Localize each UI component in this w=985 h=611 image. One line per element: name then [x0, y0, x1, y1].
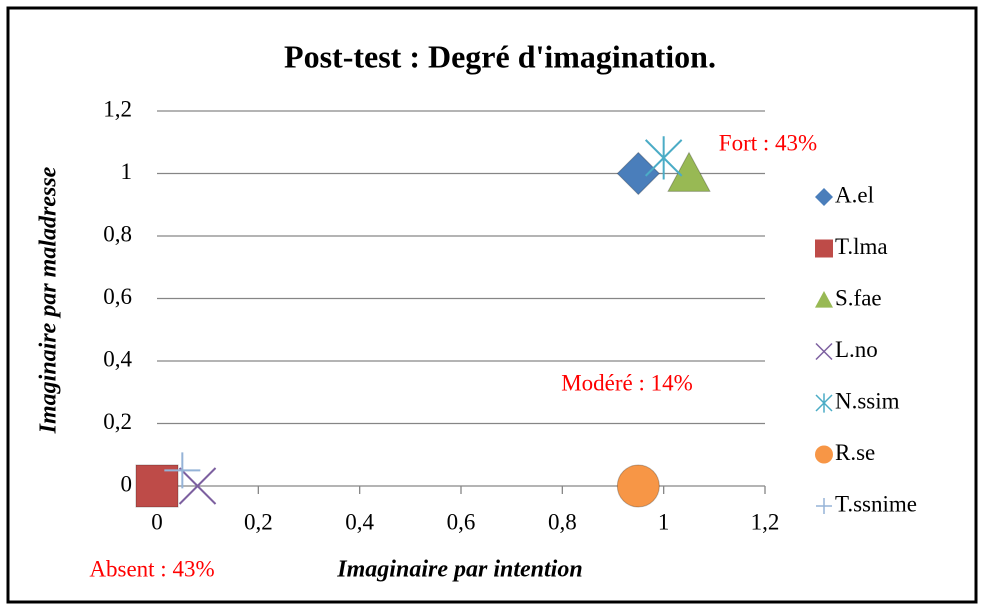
annotation: Absent : 43% [89, 556, 214, 581]
y-tick-label: 0,8 [103, 221, 132, 246]
legend-label: L.no [835, 337, 878, 362]
y-tick-label: 0,2 [103, 409, 132, 434]
point [616, 151, 661, 196]
legend-label: R.se [835, 440, 875, 465]
x-tick-label: 0,4 [345, 509, 374, 534]
legend-marker [815, 291, 833, 308]
legend-marker [815, 342, 833, 361]
point [178, 467, 217, 505]
annotation: Fort : 43% [719, 130, 817, 155]
y-tick-label: 1 [121, 159, 133, 184]
annotation: Modéré : 14% [561, 370, 693, 395]
y-tick-label: 0,4 [103, 346, 132, 371]
legend-marker [816, 498, 832, 514]
legend-marker [815, 188, 833, 206]
x-tick-label: 0,2 [244, 509, 273, 534]
legend-marker [815, 445, 833, 464]
x-tick-label: 1,2 [751, 509, 780, 534]
legend-label: T.ssnime [835, 491, 917, 516]
point [135, 464, 179, 508]
y-tick-label: 1,2 [103, 96, 132, 121]
y-tick-label: 0,6 [103, 284, 132, 309]
x-tick-label: 0 [151, 509, 163, 534]
legend-label: A.el [835, 182, 874, 207]
x-tick-label: 1 [658, 509, 670, 534]
legend-marker [815, 393, 833, 413]
y-tick-label: 0 [121, 471, 133, 496]
y-axis-label: Imaginaire par maladresse [36, 166, 62, 434]
point [644, 136, 683, 180]
x-axis-label: Imaginaire par intention [336, 557, 582, 583]
x-tick-label: 0,6 [447, 509, 476, 534]
chart-title: Post-test : Degré d'imagination. [284, 38, 716, 74]
legend-label: T.lma [835, 234, 888, 259]
legend-label: S.fae [835, 285, 882, 310]
x-tick-label: 0,8 [548, 509, 577, 534]
point [164, 452, 201, 489]
legend-marker [815, 239, 833, 258]
point [616, 464, 660, 508]
legend-label: N.ssim [835, 388, 900, 413]
